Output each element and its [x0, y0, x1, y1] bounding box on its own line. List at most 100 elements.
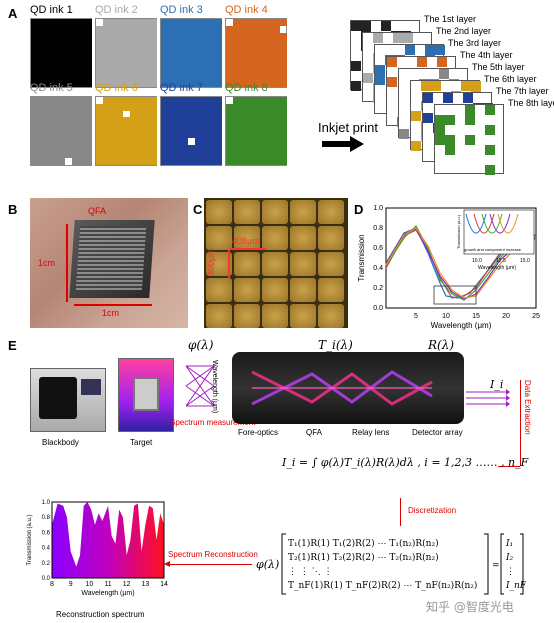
microfilter-cell [318, 278, 344, 302]
recon-y-tick: 0.8 [42, 515, 51, 521]
svg-text:I₂: I₂ [505, 553, 514, 563]
plot-frame [385, 207, 537, 309]
layer-label-5: The 5th layer [472, 62, 525, 72]
qfa-chip [69, 220, 155, 298]
microfilter-cell [318, 252, 344, 276]
microfilter-cell [290, 304, 316, 328]
ink-pattern-5 [30, 96, 93, 166]
microfilter-cell [206, 252, 232, 276]
inset-x-label: Wavelength (μm) [478, 265, 516, 271]
recon-x-tick: 14 [160, 581, 168, 588]
microfilter-cell [262, 252, 288, 276]
svg-text:T_nF(1)R(1) T_nF(2)R(2) ⋯ T: T_nF(1)R(1) T_nF(2)R(2) ⋯ T_nF(n₂)R(n₂) [288, 580, 477, 591]
microfilter-cell [206, 226, 232, 250]
relay-lens-label: Relay lens [352, 428, 390, 437]
zoom-box [433, 285, 477, 305]
qfa-label: QFA [88, 206, 107, 216]
pitch-height-label: 300μm [206, 248, 216, 276]
svg-text:⋮: ⋮ [506, 567, 515, 577]
microfilter-cell [206, 278, 232, 302]
size-height-label: 1cm [38, 258, 56, 268]
ink-pattern-4 [225, 18, 288, 88]
microfilter-cell [234, 226, 260, 250]
recon-y-tick: 0.6 [42, 530, 51, 536]
x-axis-label: Wavelength (μm) [431, 321, 492, 330]
inset-note: growth and component increase [464, 247, 522, 252]
microfilter-cell [206, 200, 232, 224]
pitch-width-label: 408μm [232, 236, 260, 246]
svg-text:T₁(1)R(1) T₁(2)R(2) ⋯ T₁: T₁(1)R(1) T₁(2)R(2) ⋯ T₁(n₂)R(n₂) [288, 538, 439, 549]
discretization-label: Discretization [408, 506, 457, 515]
svg-text:=: = [492, 561, 500, 571]
inset-y-label: Transmission (a.u.) [456, 214, 461, 249]
microfilter-cell [290, 278, 316, 302]
reconstruction-arrow [170, 564, 252, 565]
microfilter-cell [234, 200, 260, 224]
recon-x-tick: 10 [85, 581, 93, 588]
inset-x-tick: 10.0 [472, 258, 482, 264]
recon-x-tick: 13 [141, 581, 149, 588]
pitch-width-marker [230, 248, 266, 250]
recon-x-tick: 9 [69, 581, 73, 588]
blackbody-photo [30, 368, 106, 432]
inset-x-tick: 15.0 [520, 258, 530, 264]
fore-optics-label: Fore-optics [238, 428, 279, 437]
spectrum-measurement-label: Spectrum measurement [170, 418, 256, 427]
svg-text:I₁: I₁ [505, 539, 513, 549]
layer-label-1: The 1st layer [424, 14, 477, 24]
layer-label-4: The 4th layer [460, 50, 513, 60]
svg-text:φ(λ): φ(λ) [256, 558, 279, 571]
arrow-left-icon [164, 561, 170, 567]
height-marker [66, 224, 68, 302]
data-extraction-line [520, 380, 521, 466]
qfa-photo: QFA 1cm 1cm [30, 198, 188, 328]
size-width-label: 1cm [102, 308, 120, 318]
svg-text:T₂(1)R(1) T₂(2)R(2) ⋯ T₂: T₂(1)R(1) T₂(2)R(2) ⋯ T₂(n₂)R(n₂) [288, 552, 439, 563]
inset-curve-4 [489, 213, 511, 234]
reconstruction-chart: 8 9 10 11 12 13 14 0.0 0.2 0.4 0.6 0.8 1.0 Wavelength… [24, 498, 170, 613]
ink-label-8: QD ink 8 [225, 82, 268, 94]
recon-y-tick: 0.4 [42, 546, 51, 552]
microfilter-cell [262, 278, 288, 302]
microfilter-cell [206, 304, 232, 328]
ink-pattern-3 [160, 18, 223, 88]
panel-label-c: C [193, 202, 203, 217]
recon-y-tick: 1.0 [42, 500, 51, 506]
microfilter-cell [262, 304, 288, 328]
response-symbol: R(λ) [428, 338, 455, 352]
microfilter-cell [262, 200, 288, 224]
microfilter-cell [234, 252, 260, 276]
data-extraction-arrow [498, 466, 520, 467]
data-extraction-label: Data Extraction [523, 380, 532, 435]
layer-label-6: The 6th layer [484, 74, 537, 84]
microscope-image: 408μm 300μm [204, 198, 348, 328]
y-tick-label: 1.0 [373, 205, 383, 212]
width-marker [74, 304, 152, 306]
inset-curve-5 [497, 213, 519, 234]
panel-label-a: A [8, 6, 18, 21]
y-tick-label: 0.2 [373, 285, 383, 292]
intensity-symbol: I_i [490, 378, 504, 391]
ink-label-1: QD ink 1 [30, 4, 73, 16]
svg-text:⋮ ⋮: ⋮ ⋮ ⋱ ⋮ [288, 567, 333, 577]
blackbody-caption: Blackbody [42, 438, 79, 447]
y-tick-label: 0.0 [373, 305, 383, 312]
discretization-arrow [400, 498, 401, 526]
reconstructed-spectrum-area [52, 502, 164, 578]
ray-diagram [182, 358, 218, 423]
ink-label-2: QD ink 2 [95, 4, 138, 16]
inset-x-tick: 12.5 [496, 258, 506, 264]
x-tick-label: 10 [442, 313, 450, 320]
x-tick-label: 5 [414, 313, 418, 320]
layer-label-3: The 3rd layer [448, 38, 502, 48]
ink-pattern-6 [95, 96, 158, 166]
microfilter-cell [290, 200, 316, 224]
ink-label-4: QD ink 4 [225, 4, 268, 16]
ink-pattern-2 [95, 18, 158, 88]
microfilter-cell [318, 200, 344, 224]
recon-x-tick: 11 [104, 581, 111, 588]
x-tick-label: 15 [472, 313, 480, 320]
inset-curve-3 [481, 213, 503, 234]
print-layer-8 [434, 104, 504, 175]
y-tick-label: 0.6 [373, 245, 383, 252]
